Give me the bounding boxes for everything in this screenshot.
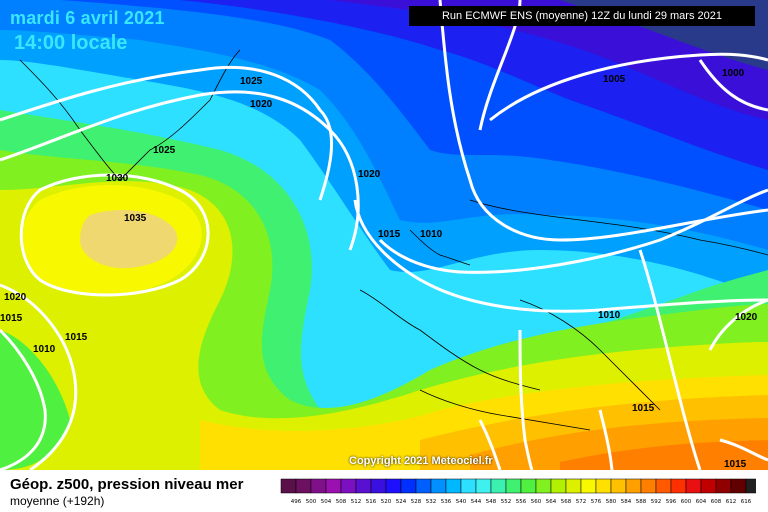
- legend-value: 516: [366, 499, 377, 505]
- legend-value: 540: [456, 499, 467, 505]
- chart-title: Géop. z500, pression niveau mer: [10, 476, 244, 493]
- legend-value: 520: [381, 499, 392, 505]
- legend-value: 556: [516, 499, 527, 505]
- legend-swatch: [280, 478, 297, 494]
- legend-swatch: [595, 478, 612, 494]
- legend-value: 608: [711, 499, 722, 505]
- chart-subtitle: moyenne (+192h): [10, 494, 105, 508]
- legend-swatch: [535, 478, 552, 494]
- legend-swatch: [505, 478, 522, 494]
- legend-value: 572: [576, 499, 587, 505]
- legend-swatch: [685, 478, 702, 494]
- legend-value: 552: [501, 499, 512, 505]
- isobar-label: 1010: [598, 310, 621, 321]
- legend-value: 600: [681, 499, 692, 505]
- isobar-label: 1010: [33, 344, 56, 355]
- isobar-label: 1005: [603, 74, 626, 85]
- legend-swatch: [355, 478, 372, 494]
- legend-value: 500: [306, 499, 317, 505]
- legend-swatch: [640, 478, 657, 494]
- isobar-label: 1010: [420, 229, 443, 240]
- isobar-label: 1020: [358, 169, 381, 180]
- legend-swatch: [580, 478, 597, 494]
- legend-value: 568: [561, 499, 572, 505]
- model-run-info: Run ECMWF ENS (moyenne) 12Z du lundi 29 …: [409, 6, 755, 26]
- legend-value: 564: [546, 499, 557, 505]
- z500-map: 1025 1020 1025 1030 1035 1020 1015 1015 …: [0, 0, 768, 470]
- legend-swatch: [655, 478, 672, 494]
- legend-swatch: [475, 478, 492, 494]
- isobar-label: 1025: [240, 76, 263, 87]
- isobars: [0, 0, 768, 470]
- legend-swatch: [460, 478, 477, 494]
- legend-value: 524: [396, 499, 407, 505]
- legend-value: 560: [531, 499, 542, 505]
- isobar-label: 1035: [124, 213, 147, 224]
- legend-value: 580: [606, 499, 617, 505]
- legend-swatch: [490, 478, 507, 494]
- legend-swatch: [325, 478, 342, 494]
- legend-swatch: [745, 478, 756, 494]
- legend-swatch: [715, 478, 732, 494]
- legend-swatch: [385, 478, 402, 494]
- isobar-label: 1030: [106, 173, 129, 184]
- legend-swatch: [730, 478, 747, 494]
- legend-value: 512: [351, 499, 362, 505]
- legend-value: 504: [321, 499, 332, 505]
- isobar-label: 1015: [65, 332, 88, 343]
- legend-swatch: [400, 478, 417, 494]
- legend-swatch: [445, 478, 462, 494]
- legend-value: 604: [696, 499, 707, 505]
- isobar-label: 1020: [250, 99, 273, 110]
- legend-swatch: [625, 478, 642, 494]
- legend-swatch: [670, 478, 687, 494]
- isobar-labels: 1025 1020 1025 1030 1035 1020 1015 1015 …: [0, 68, 758, 470]
- isobar-label: 1020: [735, 312, 758, 323]
- legend-swatch: [700, 478, 717, 494]
- legend-value: 508: [336, 499, 347, 505]
- legend-value: 592: [651, 499, 662, 505]
- legend-value: 536: [441, 499, 452, 505]
- legend-swatch: [430, 478, 447, 494]
- legend-value: 548: [486, 499, 497, 505]
- forecast-date: mardi 6 avril 2021: [10, 8, 165, 28]
- legend-swatch: [550, 478, 567, 494]
- color-legend: 496 500 504 508 512 516 520 524 528 532 536 540 544 5…: [280, 478, 756, 505]
- isobar-label: 1015: [632, 403, 655, 414]
- legend-value: 496: [291, 499, 302, 505]
- legend-swatch: [610, 478, 627, 494]
- isobar-label: 1015: [0, 313, 23, 324]
- legend-swatch: [295, 478, 312, 494]
- isobar-label: 1015: [378, 229, 401, 240]
- legend-value: 532: [426, 499, 437, 505]
- legend-swatch: [565, 478, 582, 494]
- isobar-label: 1025: [153, 145, 176, 156]
- legend-swatch: [310, 478, 327, 494]
- legend-value: 584: [621, 499, 632, 505]
- legend-value: 616: [741, 499, 752, 505]
- legend-value: 596: [666, 499, 677, 505]
- legend-value: 544: [471, 499, 482, 505]
- legend-swatch: [415, 478, 432, 494]
- isobar-label: 1015: [724, 459, 747, 470]
- copyright-text: Copyright 2021 Meteociel.fr: [349, 455, 493, 467]
- geopotential-field: [0, 0, 768, 470]
- legend-swatch: [340, 478, 357, 494]
- isobar-label: 1000: [722, 68, 745, 79]
- isobar-label: 1020: [4, 292, 27, 303]
- legend-value: 612: [726, 499, 737, 505]
- legend-swatch: [370, 478, 387, 494]
- legend-value: 588: [636, 499, 647, 505]
- legend-value: 576: [591, 499, 602, 505]
- legend-value: 528: [411, 499, 422, 505]
- legend-swatch: [520, 478, 537, 494]
- forecast-local-time: 14:00 locale: [14, 32, 128, 54]
